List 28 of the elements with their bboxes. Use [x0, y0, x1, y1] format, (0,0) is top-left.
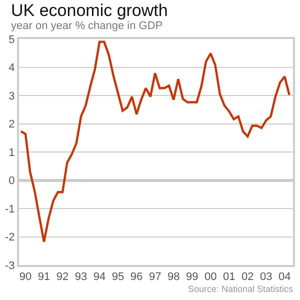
y-tick-label: 0: [8, 175, 15, 188]
x-tick-label: 94: [93, 271, 106, 284]
x-tick-label: 92: [56, 271, 69, 284]
y-tick-label: 5: [8, 34, 15, 46]
y-tick-label: -2: [5, 232, 15, 244]
y-tick-label: -1: [5, 203, 15, 216]
x-tick-label: 95: [112, 271, 124, 284]
y-tick-label: 4: [8, 62, 15, 74]
x-tick-label: 93: [74, 271, 88, 284]
y-tick-label: -3: [5, 260, 15, 272]
x-tick-label: 97: [148, 271, 162, 284]
line-series: [20, 40, 290, 243]
x-tick-label: 04: [278, 271, 291, 284]
x-tick-label: 01: [223, 271, 236, 284]
x-tick-label: 99: [186, 271, 198, 284]
y-tick-label: 1: [8, 146, 15, 159]
x-tick-label: 02: [242, 271, 254, 284]
chart-title: UK economic growth: [11, 1, 168, 20]
y-tick-label: 2: [8, 118, 15, 131]
x-tick-label: 00: [204, 271, 217, 284]
x-tick-label: 91: [38, 271, 50, 284]
y-tick-label: 3: [8, 90, 15, 102]
x-tick-label: 90: [19, 271, 32, 284]
x-tick-label: 96: [130, 271, 143, 284]
chart-subtitle: year on year % change in GDP: [11, 20, 163, 32]
source-note: Source: National Statistics: [188, 284, 294, 294]
x-tick-label: 98: [167, 271, 180, 284]
x-tick-label: 03: [260, 271, 272, 284]
